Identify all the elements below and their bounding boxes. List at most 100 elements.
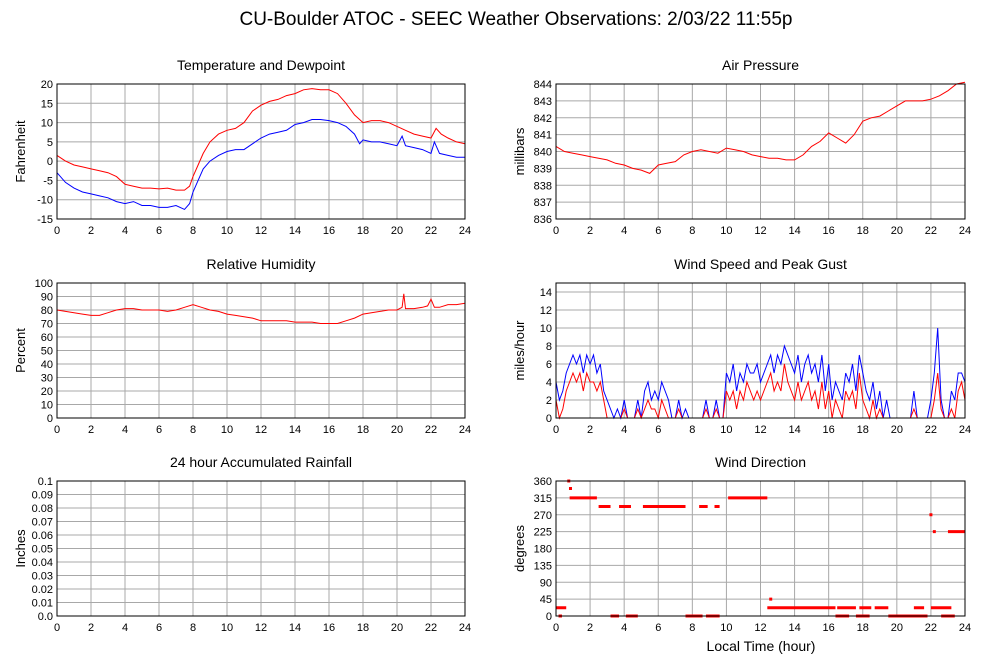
- x-tick-label: 22: [925, 424, 937, 436]
- y-tick-label: 12: [540, 305, 552, 317]
- x-tick-label: 2: [587, 225, 593, 237]
- x-tick-label: 18: [857, 622, 869, 634]
- y-tick-label: 0.02: [32, 584, 53, 596]
- x-tick-label: 24: [459, 424, 471, 436]
- chart-title: Air Pressure: [722, 57, 799, 73]
- y-tick-label: 80: [41, 305, 53, 317]
- x-tick-label: 10: [720, 622, 732, 634]
- x-tick-label: 12: [255, 622, 267, 634]
- x-tick-label: 2: [88, 622, 94, 634]
- x-tick-label: 18: [857, 424, 869, 436]
- y-tick-label: 0: [546, 611, 552, 623]
- y-tick-label: 14: [540, 287, 552, 299]
- x-tick-label: 6: [156, 225, 162, 237]
- x-tick-label: 20: [891, 424, 903, 436]
- x-tick-label: 4: [621, 622, 627, 634]
- y-tick-label: 0.01: [32, 598, 53, 610]
- y-axis-label: Inches: [13, 529, 28, 568]
- chart-title: Wind Speed and Peak Gust: [674, 256, 847, 272]
- y-tick-label: 10: [41, 400, 53, 412]
- x-tick-label: 18: [357, 424, 369, 436]
- x-tick-label: 20: [891, 225, 903, 237]
- direction-point: [769, 597, 773, 601]
- x-tick-label: 12: [754, 424, 766, 436]
- x-tick-label: 8: [689, 225, 695, 237]
- x-tick-label: 2: [88, 424, 94, 436]
- x-tick-label: 16: [323, 424, 335, 436]
- y-tick-label: 0: [546, 413, 552, 425]
- x-tick-label: 22: [425, 424, 437, 436]
- x-tick-label: 12: [754, 225, 766, 237]
- x-tick-label: 14: [289, 424, 301, 436]
- x-tick-label: 0: [54, 424, 60, 436]
- y-tick-label: 20: [41, 79, 53, 91]
- x-tick-label: 8: [190, 424, 196, 436]
- series-line-rh-0: [56, 293, 466, 324]
- y-tick-label: 30: [41, 373, 53, 385]
- y-tick-label: 315: [534, 493, 552, 505]
- y-tick-label: 6: [546, 359, 552, 371]
- y-tick-label: 45: [540, 594, 552, 606]
- x-tick-label: 24: [959, 424, 971, 436]
- y-tick-label: 70: [41, 319, 53, 331]
- y-tick-label: 836: [534, 214, 552, 226]
- x-tick-label: 20: [891, 622, 903, 634]
- x-tick-label: 4: [122, 622, 128, 634]
- series-line-temp-1: [56, 119, 465, 211]
- x-tick-label: 6: [156, 424, 162, 436]
- y-tick-label: 843: [534, 96, 552, 108]
- x-tick-label: 0: [54, 622, 60, 634]
- chart-title: Relative Humidity: [207, 256, 316, 272]
- x-tick-label: 16: [323, 225, 335, 237]
- plot-frame: [555, 282, 966, 419]
- y-tick-label: 841: [534, 130, 552, 142]
- x-tick-label: 10: [221, 225, 233, 237]
- x-axis-label: Local Time (hour): [707, 638, 816, 654]
- y-tick-label: 10: [540, 323, 552, 335]
- x-tick-label: 16: [823, 225, 835, 237]
- y-axis-label: degrees: [512, 525, 527, 572]
- direction-point: [932, 530, 936, 534]
- y-tick-label: 0.1: [38, 476, 53, 488]
- y-tick-label: 0.08: [32, 503, 53, 515]
- y-tick-label: 0.07: [32, 517, 53, 529]
- y-tick-label: 2: [546, 395, 552, 407]
- y-tick-label: 50: [41, 346, 53, 358]
- x-tick-label: 10: [720, 225, 732, 237]
- series-line-pressure-0: [555, 81, 966, 174]
- direction-point: [568, 487, 572, 490]
- x-tick-label: 18: [857, 225, 869, 237]
- y-tick-label: 270: [534, 510, 552, 522]
- x-tick-label: 14: [788, 424, 800, 436]
- plot-frame: [555, 83, 966, 220]
- x-tick-label: 16: [823, 622, 835, 634]
- y-tick-label: 225: [534, 527, 552, 539]
- x-tick-label: 6: [655, 225, 661, 237]
- y-tick-label: -5: [43, 175, 53, 187]
- y-tick-label: 840: [534, 147, 552, 159]
- x-tick-label: 20: [391, 225, 403, 237]
- y-tick-label: 90: [540, 577, 552, 589]
- x-tick-label: 0: [553, 225, 559, 237]
- x-tick-label: 6: [655, 424, 661, 436]
- x-tick-label: 10: [720, 424, 732, 436]
- x-tick-label: 2: [587, 424, 593, 436]
- x-tick-label: 24: [959, 622, 971, 634]
- x-tick-label: 12: [255, 225, 267, 237]
- y-tick-label: 90: [41, 292, 53, 304]
- y-tick-label: 0.04: [32, 557, 53, 569]
- x-tick-label: 8: [190, 622, 196, 634]
- x-tick-label: 22: [925, 225, 937, 237]
- y-tick-label: 180: [534, 544, 552, 556]
- x-tick-label: 2: [88, 225, 94, 237]
- y-tick-label: 844: [534, 79, 552, 91]
- y-tick-label: 100: [35, 278, 53, 290]
- y-tick-label: 0.0: [38, 611, 53, 623]
- chart-temp: Temperature and Dewpoint20151050-5-10-15…: [13, 57, 471, 237]
- chart-pressure: Air Pressure8448438428418408398388378360…: [512, 57, 971, 237]
- x-tick-label: 2: [587, 622, 593, 634]
- y-tick-label: -10: [37, 195, 53, 207]
- x-tick-label: 22: [925, 622, 937, 634]
